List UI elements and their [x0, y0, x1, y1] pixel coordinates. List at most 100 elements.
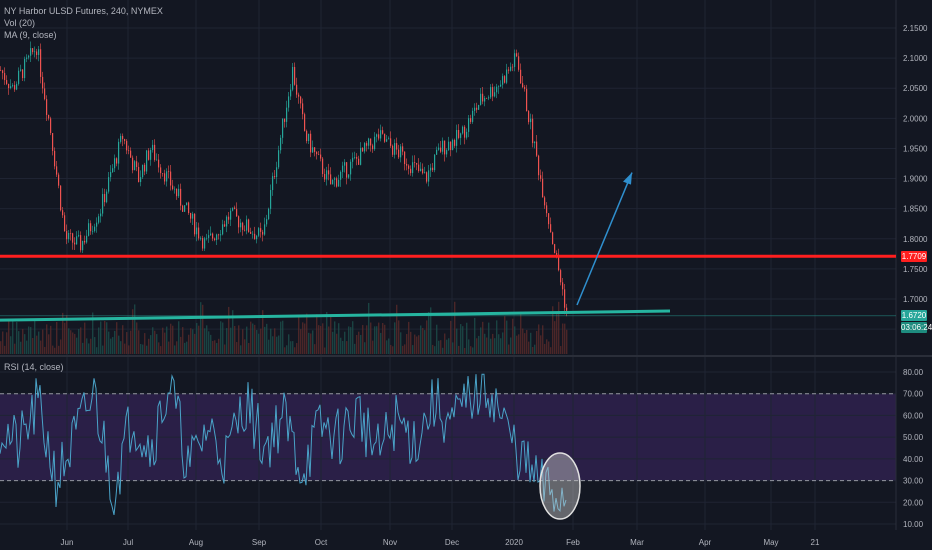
- candle-body: [480, 93, 482, 105]
- volume-bar: [350, 327, 352, 354]
- candle-body: [416, 162, 418, 165]
- volume-bar: [376, 326, 378, 354]
- volume-bar: [482, 321, 484, 354]
- volume-bar: [180, 336, 182, 354]
- candle-body: [218, 234, 220, 236]
- volume-bar: [556, 311, 558, 354]
- candle-body: [454, 139, 456, 146]
- volume-bar: [500, 338, 502, 354]
- candle-body: [14, 85, 16, 90]
- candle-body: [436, 149, 438, 155]
- candle-body: [422, 168, 424, 174]
- candle-body: [262, 231, 264, 235]
- volume-bar: [238, 325, 240, 354]
- candle-body: [24, 58, 26, 79]
- volume-bar: [204, 328, 206, 354]
- candle-body: [116, 158, 118, 164]
- volume-bar: [178, 321, 180, 354]
- volume-bar: [474, 317, 476, 354]
- candle-body: [112, 168, 114, 173]
- candle-body: [320, 154, 322, 159]
- candle-body: [344, 162, 346, 166]
- candle-body: [372, 145, 374, 150]
- volume-bar: [548, 341, 550, 354]
- volume-bar: [138, 330, 140, 354]
- volume-bar: [390, 344, 392, 354]
- volume-bar: [514, 326, 516, 354]
- volume-bar: [448, 338, 450, 354]
- candle-body: [442, 140, 444, 152]
- candle-body: [540, 175, 542, 179]
- volume-bar: [434, 346, 436, 354]
- volume-bar: [520, 311, 522, 354]
- volume-bar: [420, 325, 422, 354]
- candle-body: [252, 233, 254, 235]
- volume-bar: [270, 328, 272, 354]
- volume-bar: [16, 322, 18, 354]
- volume-bar: [26, 340, 28, 354]
- volume-bar: [344, 331, 346, 354]
- candle-body: [410, 168, 412, 174]
- candle-body: [256, 235, 258, 240]
- candle-body: [394, 143, 396, 155]
- candle-body: [312, 147, 314, 153]
- candle-body: [208, 235, 210, 238]
- candle-body: [280, 137, 282, 151]
- candle-body: [6, 80, 8, 84]
- volume-bar: [124, 343, 126, 354]
- candle-body: [216, 234, 218, 240]
- volume-bar: [528, 341, 530, 354]
- volume-bar: [310, 333, 312, 354]
- volume-bar: [452, 342, 454, 354]
- volume-bar: [12, 320, 14, 354]
- volume-bar: [2, 331, 4, 354]
- candle-body: [106, 191, 108, 203]
- volume-bar: [0, 341, 2, 354]
- volume-bar: [530, 332, 532, 354]
- volume-bar: [340, 337, 342, 354]
- volume-bar: [444, 333, 446, 354]
- volume-bar: [10, 336, 12, 354]
- candle-body: [420, 168, 422, 171]
- volume-bar: [120, 341, 122, 354]
- candle-body: [66, 231, 68, 240]
- volume-bar: [230, 327, 232, 354]
- candle-body: [228, 216, 230, 220]
- volume-bar: [262, 310, 264, 354]
- volume-bar: [408, 321, 410, 354]
- volume-bar: [472, 347, 474, 354]
- candle-body: [76, 236, 78, 245]
- candle-body: [364, 143, 366, 152]
- volume-bar: [196, 322, 198, 354]
- candle-body: [62, 210, 64, 216]
- volume-bar: [336, 333, 338, 354]
- volume-bar: [550, 347, 552, 354]
- volume-bar: [394, 322, 396, 354]
- candle-body: [132, 157, 134, 171]
- candle-body: [356, 157, 358, 159]
- candle-body: [512, 66, 514, 68]
- volume-bar: [404, 344, 406, 354]
- volume-bar: [100, 321, 102, 354]
- volume-bar: [212, 340, 214, 354]
- candle-body: [226, 216, 228, 227]
- volume-bar: [112, 337, 114, 354]
- volume-bar: [456, 328, 458, 354]
- volume-bar: [246, 326, 248, 354]
- volume-bar: [46, 324, 48, 354]
- volume-bar: [446, 339, 448, 354]
- volume-bar: [476, 338, 478, 354]
- candle-body: [348, 174, 350, 178]
- candle-body: [360, 147, 362, 165]
- volume-bar: [334, 321, 336, 354]
- volume-bar: [42, 329, 44, 354]
- volume-bar: [302, 322, 304, 354]
- candle-body: [438, 147, 440, 150]
- candle-body: [202, 238, 204, 249]
- candle-body: [318, 154, 320, 155]
- volume-bar: [424, 330, 426, 354]
- volume-bar: [152, 327, 154, 354]
- volume-bar: [218, 338, 220, 354]
- candle-body: [334, 178, 336, 180]
